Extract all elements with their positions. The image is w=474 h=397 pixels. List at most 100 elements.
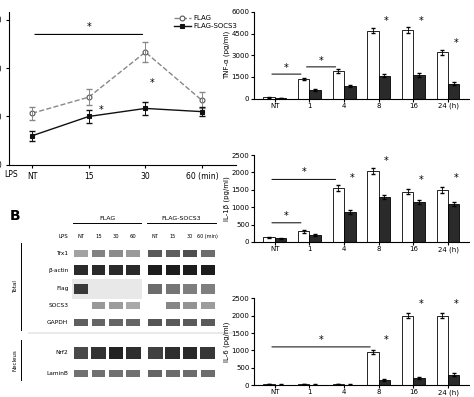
FancyBboxPatch shape xyxy=(183,347,198,359)
Text: *: * xyxy=(453,299,458,309)
Bar xyxy=(275,239,286,242)
Line: FLAG: FLAG xyxy=(30,50,204,116)
FancyBboxPatch shape xyxy=(183,265,197,275)
Bar xyxy=(437,52,448,99)
FancyBboxPatch shape xyxy=(91,370,105,377)
FancyBboxPatch shape xyxy=(183,284,197,294)
Bar xyxy=(402,192,413,242)
Line: FLAG-SOCS3: FLAG-SOCS3 xyxy=(30,106,204,138)
Text: *: * xyxy=(419,175,423,185)
Bar xyxy=(367,171,379,242)
Text: LPS: LPS xyxy=(4,170,18,179)
Bar xyxy=(275,98,286,99)
Bar xyxy=(448,375,459,385)
Text: Total: Total xyxy=(13,280,18,293)
Y-axis label: IL-6 (pg/ml): IL-6 (pg/ml) xyxy=(224,322,230,362)
Text: *: * xyxy=(384,156,389,166)
Text: Flag: Flag xyxy=(56,286,68,291)
FancyBboxPatch shape xyxy=(201,302,215,309)
FLAG xyxy=(199,98,205,103)
FancyBboxPatch shape xyxy=(109,265,123,275)
Bar xyxy=(333,188,344,242)
FancyBboxPatch shape xyxy=(166,302,180,309)
Bar xyxy=(298,384,310,385)
Text: Nrf2: Nrf2 xyxy=(55,351,68,355)
FancyBboxPatch shape xyxy=(148,284,162,294)
FLAG xyxy=(143,50,148,54)
FancyBboxPatch shape xyxy=(148,347,163,359)
Text: 30: 30 xyxy=(187,234,193,239)
FancyBboxPatch shape xyxy=(165,347,180,359)
Text: *: * xyxy=(319,56,323,66)
FancyBboxPatch shape xyxy=(148,319,162,326)
FLAG xyxy=(29,111,35,116)
FancyBboxPatch shape xyxy=(74,250,88,257)
Text: LPS: LPS xyxy=(59,234,68,239)
Text: LaminB: LaminB xyxy=(46,371,68,376)
Text: *: * xyxy=(384,16,389,26)
Text: 60 (min): 60 (min) xyxy=(197,234,218,239)
Text: *: * xyxy=(419,15,423,26)
FancyBboxPatch shape xyxy=(74,347,88,359)
Text: *: * xyxy=(384,335,389,345)
Text: 15: 15 xyxy=(95,234,102,239)
Text: Trx1: Trx1 xyxy=(56,251,68,256)
FancyBboxPatch shape xyxy=(201,284,215,294)
Bar xyxy=(72,279,142,299)
FLAG-SOCS3 xyxy=(199,109,205,114)
FancyBboxPatch shape xyxy=(148,265,162,275)
Text: *: * xyxy=(419,299,423,309)
Y-axis label: TNF-α (pg/ml): TNF-α (pg/ml) xyxy=(224,31,230,79)
FancyBboxPatch shape xyxy=(74,265,88,275)
Text: *: * xyxy=(284,63,289,73)
Text: 15: 15 xyxy=(170,234,176,239)
FancyBboxPatch shape xyxy=(183,302,197,309)
FLAG-SOCS3 xyxy=(143,106,148,111)
Bar xyxy=(344,86,356,99)
FancyBboxPatch shape xyxy=(91,250,105,257)
Bar xyxy=(413,378,425,385)
Text: FLAG: FLAG xyxy=(99,216,115,221)
Text: *: * xyxy=(86,22,91,32)
FancyBboxPatch shape xyxy=(127,265,140,275)
Bar xyxy=(367,352,379,385)
Text: 30: 30 xyxy=(113,234,119,239)
FancyBboxPatch shape xyxy=(127,302,140,309)
FancyBboxPatch shape xyxy=(91,319,105,326)
Bar xyxy=(310,235,321,242)
Text: 60: 60 xyxy=(130,234,137,239)
FancyBboxPatch shape xyxy=(166,319,180,326)
Text: *: * xyxy=(284,211,289,221)
Text: *: * xyxy=(453,173,458,183)
Bar xyxy=(402,30,413,99)
Text: *: * xyxy=(150,78,155,88)
Bar xyxy=(402,316,413,385)
FancyBboxPatch shape xyxy=(74,284,88,294)
Bar xyxy=(333,71,344,99)
Text: GAPDH: GAPDH xyxy=(47,320,68,325)
Bar xyxy=(448,204,459,242)
FLAG-SOCS3 xyxy=(29,133,35,138)
Text: NT: NT xyxy=(152,234,159,239)
Text: NT: NT xyxy=(77,234,84,239)
Text: B: B xyxy=(9,210,20,224)
FancyBboxPatch shape xyxy=(109,302,123,309)
Bar xyxy=(379,197,390,242)
FancyBboxPatch shape xyxy=(166,284,180,294)
FancyBboxPatch shape xyxy=(148,250,162,257)
FLAG-SOCS3 xyxy=(86,114,91,119)
FancyBboxPatch shape xyxy=(127,250,140,257)
Bar xyxy=(298,231,310,242)
FancyBboxPatch shape xyxy=(127,370,140,377)
Bar xyxy=(367,31,379,99)
Bar xyxy=(264,97,275,99)
Bar xyxy=(437,316,448,385)
FancyBboxPatch shape xyxy=(109,370,123,377)
Bar xyxy=(448,83,459,99)
Bar xyxy=(344,212,356,242)
FancyBboxPatch shape xyxy=(201,250,215,257)
Bar xyxy=(413,75,425,99)
FancyBboxPatch shape xyxy=(183,250,197,257)
FancyBboxPatch shape xyxy=(91,265,105,275)
FancyBboxPatch shape xyxy=(148,370,162,377)
